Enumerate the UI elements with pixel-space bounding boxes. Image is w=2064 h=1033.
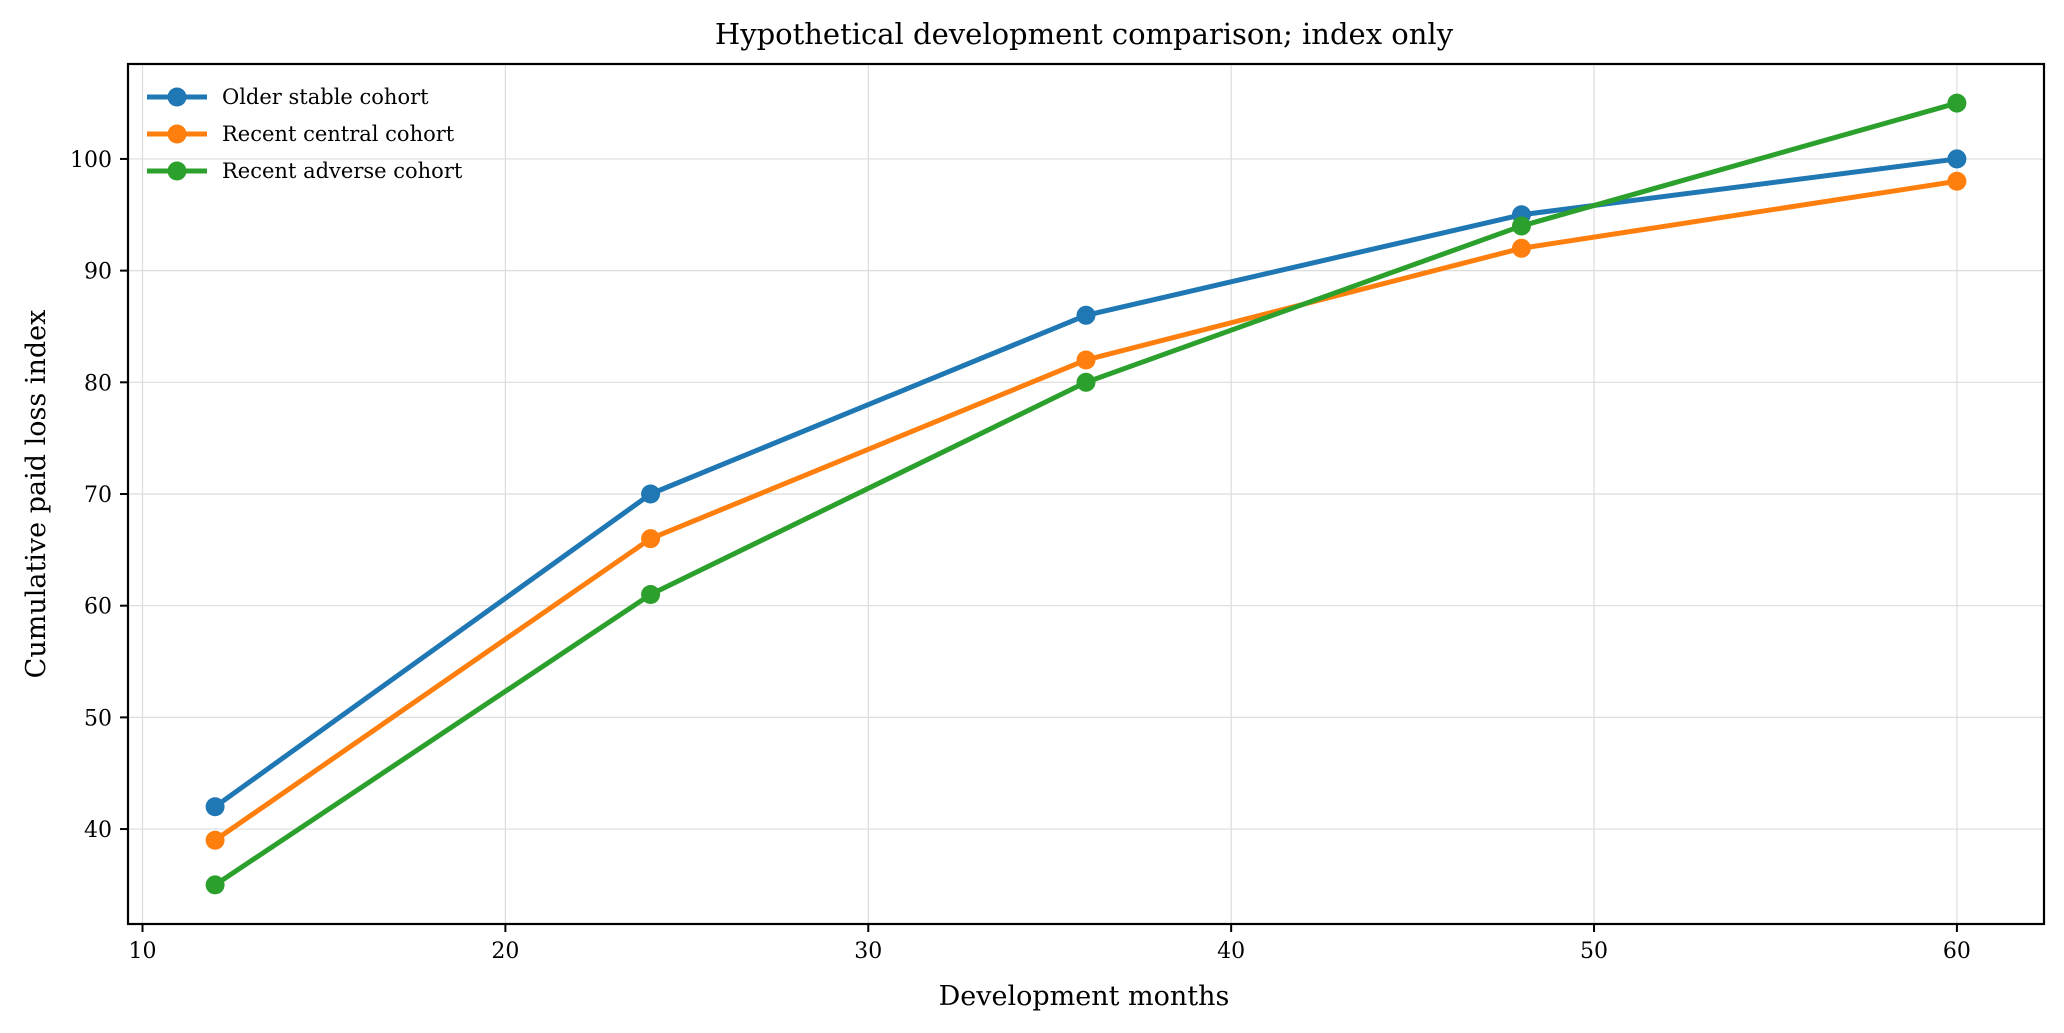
data-point xyxy=(1511,216,1531,236)
x-tick-label: 10 xyxy=(129,939,157,964)
x-axis-label: Development months xyxy=(939,981,1230,1012)
data-point xyxy=(1076,350,1096,370)
data-point xyxy=(205,830,225,850)
legend-marker xyxy=(167,124,187,144)
y-tick-label: 70 xyxy=(84,483,112,508)
y-tick-label: 60 xyxy=(84,595,112,620)
series-2 xyxy=(205,171,1967,850)
data-point xyxy=(641,484,661,504)
legend-label: Recent central cohort xyxy=(222,122,455,146)
series-3 xyxy=(205,93,1967,895)
series-line xyxy=(213,178,1958,843)
x-tick-label: 30 xyxy=(854,939,882,964)
y-tick-label: 40 xyxy=(84,818,112,843)
chart-title: Hypothetical development comparison; ind… xyxy=(715,17,1454,51)
data-point xyxy=(1076,305,1096,325)
x-tick-label: 40 xyxy=(1217,939,1245,964)
legend-marker xyxy=(167,161,187,181)
data-point xyxy=(1511,238,1531,258)
data-point xyxy=(205,875,225,895)
legend-label: Older stable cohort xyxy=(222,85,429,109)
y-tick-label: 100 xyxy=(70,148,112,173)
legend-item: Recent adverse cohort xyxy=(147,159,463,183)
grid xyxy=(128,64,2044,924)
legend-marker xyxy=(167,87,187,107)
x-tick-label: 50 xyxy=(1580,939,1608,964)
y-tick-label: 90 xyxy=(84,260,112,285)
data-point xyxy=(1947,93,1967,113)
series-layer xyxy=(205,93,1967,895)
data-point xyxy=(641,585,661,605)
y-tick-label: 80 xyxy=(84,371,112,396)
x-tick-label: 60 xyxy=(1943,939,1971,964)
x-tick-label: 20 xyxy=(491,939,519,964)
axis-ticks: 10 20 30 40 50 60 40 50 60 70 80 90 100 xyxy=(70,148,1971,964)
data-point xyxy=(205,797,225,817)
legend-item: Older stable cohort xyxy=(147,85,429,109)
data-point xyxy=(1947,149,1967,169)
legend-label: Recent adverse cohort xyxy=(222,159,463,183)
legend-item: Recent central cohort xyxy=(147,122,455,146)
y-axis-label: Cumulative paid loss index xyxy=(21,310,52,679)
data-point xyxy=(1076,372,1096,392)
legend: Older stable cohort Recent central cohort… xyxy=(147,85,463,183)
data-point xyxy=(641,529,661,549)
data-point xyxy=(1947,171,1967,191)
y-tick-label: 50 xyxy=(84,706,112,731)
